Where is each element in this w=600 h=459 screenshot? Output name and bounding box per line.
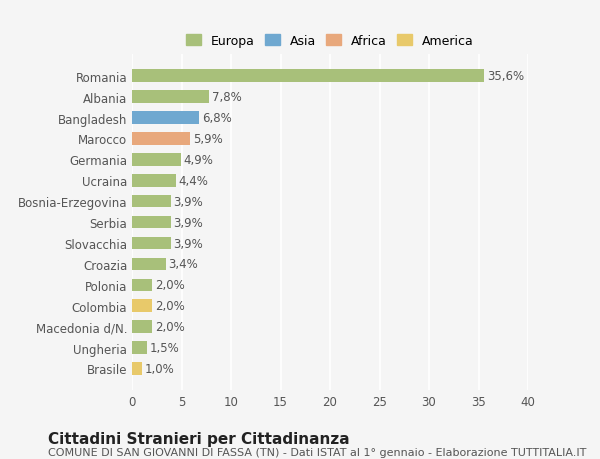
Bar bbox=[132, 237, 170, 250]
Text: 3,9%: 3,9% bbox=[173, 237, 203, 250]
Text: 3,9%: 3,9% bbox=[173, 195, 203, 208]
Bar bbox=[132, 91, 209, 104]
Text: 2,0%: 2,0% bbox=[155, 279, 185, 291]
Text: 3,9%: 3,9% bbox=[173, 216, 203, 229]
Text: 35,6%: 35,6% bbox=[487, 70, 524, 83]
Text: 4,9%: 4,9% bbox=[184, 154, 214, 167]
Text: 2,0%: 2,0% bbox=[155, 320, 185, 333]
Text: 3,4%: 3,4% bbox=[169, 258, 199, 271]
Text: 1,0%: 1,0% bbox=[145, 362, 175, 375]
Bar bbox=[132, 70, 484, 83]
Text: 2,0%: 2,0% bbox=[155, 300, 185, 313]
Legend: Europa, Asia, Africa, America: Europa, Asia, Africa, America bbox=[186, 34, 474, 47]
Bar bbox=[132, 341, 147, 354]
Bar bbox=[132, 216, 170, 229]
Text: 6,8%: 6,8% bbox=[202, 112, 232, 125]
Bar bbox=[132, 133, 190, 146]
Bar bbox=[132, 363, 142, 375]
Text: 4,4%: 4,4% bbox=[179, 174, 208, 187]
Bar bbox=[132, 300, 152, 312]
Bar bbox=[132, 196, 170, 208]
Bar bbox=[132, 321, 152, 333]
Text: 1,5%: 1,5% bbox=[150, 341, 179, 354]
Bar bbox=[132, 174, 176, 187]
Bar bbox=[132, 112, 199, 124]
Bar bbox=[132, 154, 181, 166]
Text: 7,8%: 7,8% bbox=[212, 91, 242, 104]
Bar bbox=[132, 258, 166, 271]
Bar bbox=[132, 279, 152, 291]
Text: COMUNE DI SAN GIOVANNI DI FASSA (TN) - Dati ISTAT al 1° gennaio - Elaborazione T: COMUNE DI SAN GIOVANNI DI FASSA (TN) - D… bbox=[48, 448, 586, 458]
Text: 5,9%: 5,9% bbox=[193, 133, 223, 146]
Text: Cittadini Stranieri per Cittadinanza: Cittadini Stranieri per Cittadinanza bbox=[48, 431, 350, 447]
